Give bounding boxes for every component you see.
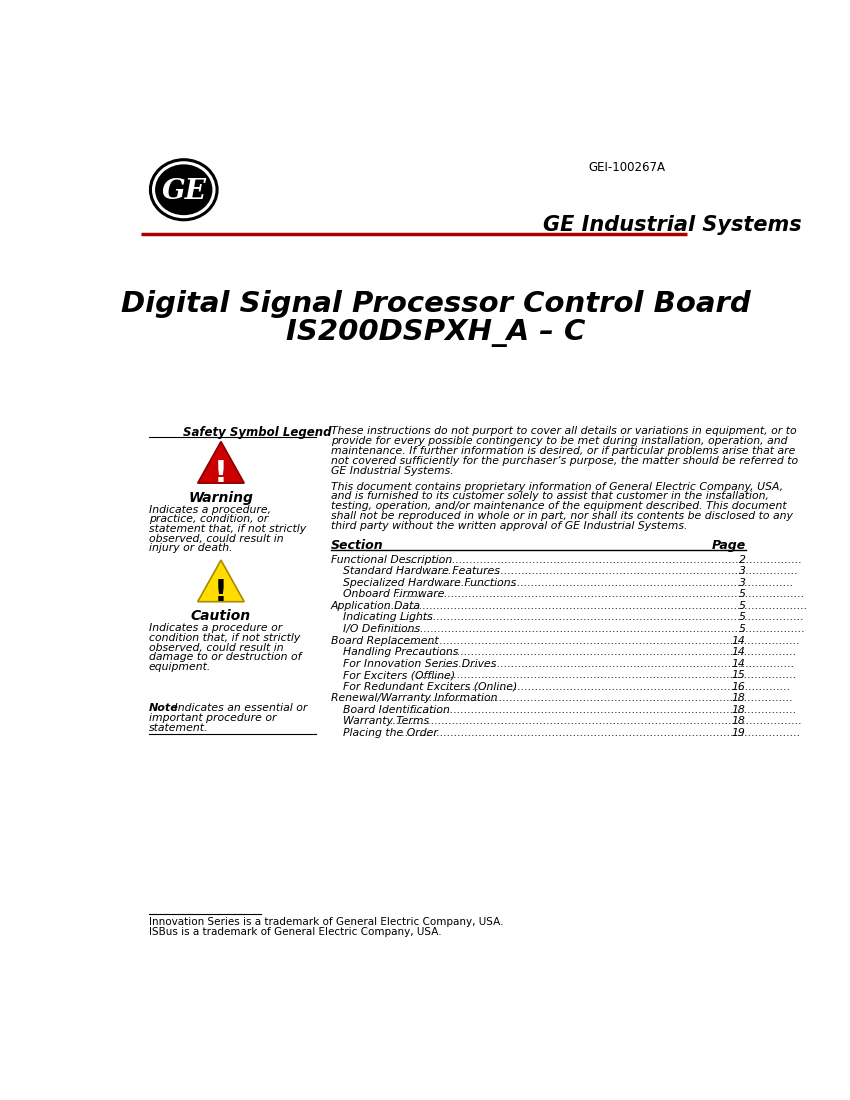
Text: 16: 16: [732, 682, 745, 692]
Text: ................................................................................: ........................................…: [428, 566, 799, 576]
Text: 3: 3: [739, 578, 745, 587]
Text: Board Replacement: Board Replacement: [331, 636, 439, 646]
Text: 19: 19: [732, 728, 745, 738]
Text: 18: 18: [732, 705, 745, 715]
Text: equipment.: equipment.: [149, 662, 212, 672]
Text: Board Identification: Board Identification: [343, 705, 450, 715]
Text: provide for every possible contingency to be met during installation, operation,: provide for every possible contingency t…: [331, 436, 787, 446]
Text: ................................................................................: ........................................…: [388, 636, 800, 646]
Text: Indicates a procedure,: Indicates a procedure,: [149, 505, 271, 515]
Text: third party without the written approval of GE Industrial Systems.: third party without the written approval…: [331, 521, 688, 531]
Text: ................................................................................: ........................................…: [440, 578, 794, 587]
Text: Renewal/Warranty Information: Renewal/Warranty Information: [331, 693, 497, 703]
Text: For Exciters (Offline): For Exciters (Offline): [343, 670, 455, 680]
Text: ................................................................................: ........................................…: [409, 705, 797, 715]
Text: 2: 2: [739, 554, 745, 564]
Text: 18: 18: [732, 716, 745, 726]
Text: shall not be reproduced in whole or in part, nor shall its contents be disclosed: shall not be reproduced in whole or in p…: [331, 512, 793, 521]
Text: and is furnished to its customer solely to assist that customer in the installat: and is furnished to its customer solely …: [331, 492, 769, 502]
Text: observed, could result in: observed, could result in: [149, 534, 284, 543]
Text: Standard Hardware Features: Standard Hardware Features: [343, 566, 500, 576]
Text: ................................................................................: ........................................…: [384, 601, 808, 610]
Text: not covered sufficiently for the purchaser’s purpose, the matter should be refer: not covered sufficiently for the purchas…: [331, 455, 798, 465]
Text: statement.: statement.: [149, 723, 208, 733]
Text: Onboard Firmware: Onboard Firmware: [343, 590, 444, 600]
Text: statement that, if not strictly: statement that, if not strictly: [149, 524, 306, 534]
Text: condition that, if not strictly: condition that, if not strictly: [149, 632, 300, 642]
Text: Placing the Order: Placing the Order: [343, 728, 438, 738]
Text: 14: 14: [732, 636, 745, 646]
Text: GE: GE: [162, 178, 207, 205]
Text: ................................................................................: ........................................…: [399, 728, 802, 738]
Text: !: !: [214, 460, 228, 488]
Text: damage to or destruction of: damage to or destruction of: [149, 652, 302, 662]
Text: injury or death.: injury or death.: [149, 543, 233, 553]
Text: These instructions do not purport to cover all details or variations in equipmen: These instructions do not purport to cov…: [331, 426, 796, 436]
Text: GEI-100267A: GEI-100267A: [588, 162, 666, 174]
Text: Functional Description: Functional Description: [331, 554, 452, 564]
Text: Safety Symbol Legend: Safety Symbol Legend: [183, 426, 332, 439]
Text: ................................................................................: ........................................…: [399, 613, 805, 623]
Text: 15: 15: [732, 670, 745, 680]
Text: Indicates a procedure or: Indicates a procedure or: [149, 624, 282, 634]
Text: Indicates an essential or: Indicates an essential or: [171, 703, 307, 713]
Polygon shape: [198, 441, 244, 483]
Text: ................................................................................: ........................................…: [434, 659, 795, 669]
Text: This document contains proprietary information of General Electric Company, USA,: This document contains proprietary infor…: [331, 482, 783, 492]
Text: maintenance. If further information is desired, or if particular problems arise : maintenance. If further information is d…: [331, 446, 796, 455]
Text: testing, operation, and/or maintenance of the equipment described. This document: testing, operation, and/or maintenance o…: [331, 502, 786, 512]
Text: Handling Precautions: Handling Precautions: [343, 647, 458, 657]
Text: 18: 18: [732, 693, 745, 703]
Text: Indicating Lights: Indicating Lights: [343, 613, 433, 623]
Ellipse shape: [155, 164, 212, 216]
Text: important procedure or: important procedure or: [149, 713, 276, 723]
Text: ................................................................................: ........................................…: [444, 682, 790, 692]
Text: 5: 5: [739, 590, 745, 600]
Text: Page: Page: [711, 539, 745, 551]
Text: !: !: [214, 578, 228, 607]
Text: Digital Signal Processor Control Board: Digital Signal Processor Control Board: [121, 290, 751, 318]
Text: ................................................................................: ........................................…: [422, 693, 794, 703]
Text: ................................................................................: ........................................…: [415, 670, 796, 680]
Text: 14: 14: [732, 647, 745, 657]
Ellipse shape: [149, 158, 218, 221]
Text: 3: 3: [739, 566, 745, 576]
Text: practice, condition, or: practice, condition, or: [149, 515, 268, 525]
Text: ................................................................................: ........................................…: [389, 716, 802, 726]
Text: Application Data: Application Data: [331, 601, 421, 610]
Text: 5: 5: [739, 624, 745, 634]
Text: GE Industrial Systems: GE Industrial Systems: [542, 216, 802, 235]
Text: For Redundant Exciters (Online): For Redundant Exciters (Online): [343, 682, 517, 692]
Text: ISBus is a trademark of General Electric Company, USA.: ISBus is a trademark of General Electric…: [149, 927, 441, 937]
Text: 5: 5: [739, 601, 745, 610]
Polygon shape: [198, 560, 244, 602]
Text: Caution: Caution: [191, 609, 251, 624]
Text: Warranty Terms: Warranty Terms: [343, 716, 428, 726]
Text: Note: Note: [149, 703, 178, 713]
Text: Warning: Warning: [189, 491, 253, 505]
Text: ................................................................................: ........................................…: [395, 590, 805, 600]
Text: Section: Section: [331, 539, 383, 551]
Text: I/O Definitions: I/O Definitions: [343, 624, 420, 634]
Ellipse shape: [152, 162, 216, 218]
Text: GE Industrial Systems.: GE Industrial Systems.: [331, 465, 454, 475]
Text: Innovation Series is a trademark of General Electric Company, USA.: Innovation Series is a trademark of Gene…: [149, 917, 503, 927]
Text: observed, could result in: observed, could result in: [149, 642, 284, 652]
Text: ................................................................................: ........................................…: [403, 554, 802, 564]
Text: ................................................................................: ........................................…: [393, 624, 806, 634]
Text: ................................................................................: ........................................…: [409, 647, 797, 657]
Text: For Innovation Series Drives: For Innovation Series Drives: [343, 659, 496, 669]
Text: 14: 14: [732, 659, 745, 669]
Text: Specialized Hardware Functions: Specialized Hardware Functions: [343, 578, 516, 587]
Text: IS200DSPXH_A – C: IS200DSPXH_A – C: [286, 319, 586, 348]
Text: 5: 5: [739, 613, 745, 623]
